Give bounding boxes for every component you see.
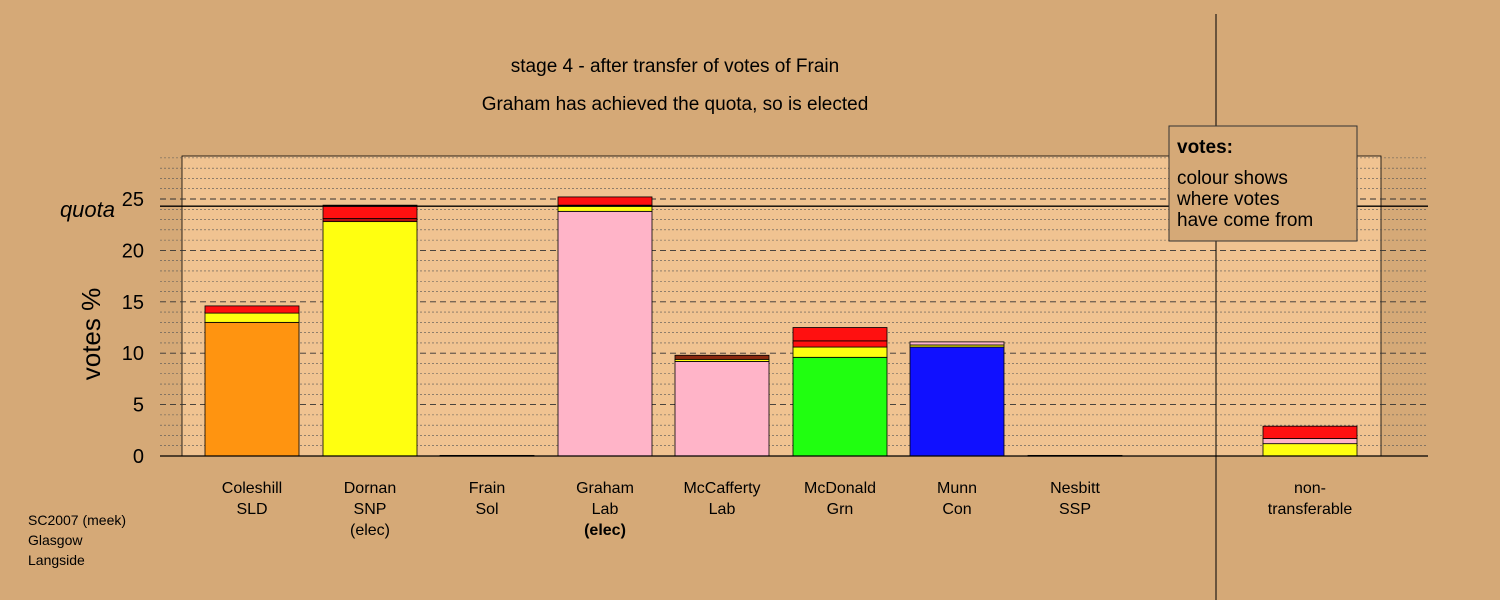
legend-box xyxy=(1168,125,1358,242)
bar-segment xyxy=(674,354,770,360)
legend-title: votes: xyxy=(1177,137,1233,158)
category-label: Sol xyxy=(475,501,498,518)
y-tick-label: 5 xyxy=(133,395,144,417)
category-label: non- xyxy=(1294,480,1326,497)
category-label: Graham xyxy=(576,480,634,497)
bar-segment xyxy=(792,340,888,348)
category-label: McCafferty xyxy=(683,480,760,497)
y-tick-label: 15 xyxy=(122,292,144,314)
category-label: Munn xyxy=(937,480,977,497)
category-label: SLD xyxy=(236,501,267,518)
category-label: Lab xyxy=(709,501,736,518)
bar-segment xyxy=(1262,443,1358,457)
bar-segment xyxy=(792,356,888,457)
bar-segment xyxy=(674,361,770,457)
bar-segment xyxy=(204,321,300,457)
category-label: Lab xyxy=(592,501,619,518)
y-tick-label: 0 xyxy=(133,446,144,468)
source-line-2: Glasgow xyxy=(28,532,83,548)
bar-segment xyxy=(204,305,300,314)
chart-subtitle: Graham has achieved the quota, so is ele… xyxy=(482,94,869,115)
legend-text: where votes xyxy=(1176,189,1279,210)
category-label: transferable xyxy=(1268,501,1353,518)
y-tick-label: 20 xyxy=(122,240,144,262)
legend-text: colour shows xyxy=(1177,168,1288,189)
bar-segment xyxy=(792,346,888,358)
bar-segment xyxy=(204,312,300,323)
category-label: SSP xyxy=(1059,501,1091,518)
quota-label: quota xyxy=(60,197,115,222)
category-label: (elec) xyxy=(584,522,626,539)
y-tick-label: 10 xyxy=(122,343,144,365)
source-line-3: Langside xyxy=(28,552,85,568)
bar-segment xyxy=(322,221,418,457)
bar-segment xyxy=(1262,438,1358,445)
category-label: Dornan xyxy=(344,480,396,497)
y-axis-label: votes % xyxy=(76,288,106,381)
category-label: Nesbitt xyxy=(1050,480,1100,497)
source-note: SC2007 (meek) Glasgow Langside xyxy=(28,512,126,568)
category-label: Frain xyxy=(469,480,505,497)
category-label: McDonald xyxy=(804,480,876,497)
category-label: Coleshill xyxy=(222,480,282,497)
bar-segment xyxy=(792,327,888,342)
category-label: Grn xyxy=(827,501,854,518)
bar-segment xyxy=(322,204,418,219)
category-label: SNP xyxy=(354,501,387,518)
legend-text: have come from xyxy=(1177,210,1313,231)
bar-segment xyxy=(557,210,653,457)
bar-segment xyxy=(909,341,1005,346)
category-label: Con xyxy=(942,501,971,518)
bar-segment xyxy=(322,218,418,223)
source-line-1: SC2007 (meek) xyxy=(28,512,126,528)
bar-segment xyxy=(1262,425,1358,439)
category-label: (elec) xyxy=(350,522,390,539)
chart-title: stage 4 - after transfer of votes of Fra… xyxy=(511,56,839,77)
bar-segment xyxy=(909,346,1005,457)
bar-segment xyxy=(557,196,653,206)
y-tick-label: 25 xyxy=(122,189,144,211)
